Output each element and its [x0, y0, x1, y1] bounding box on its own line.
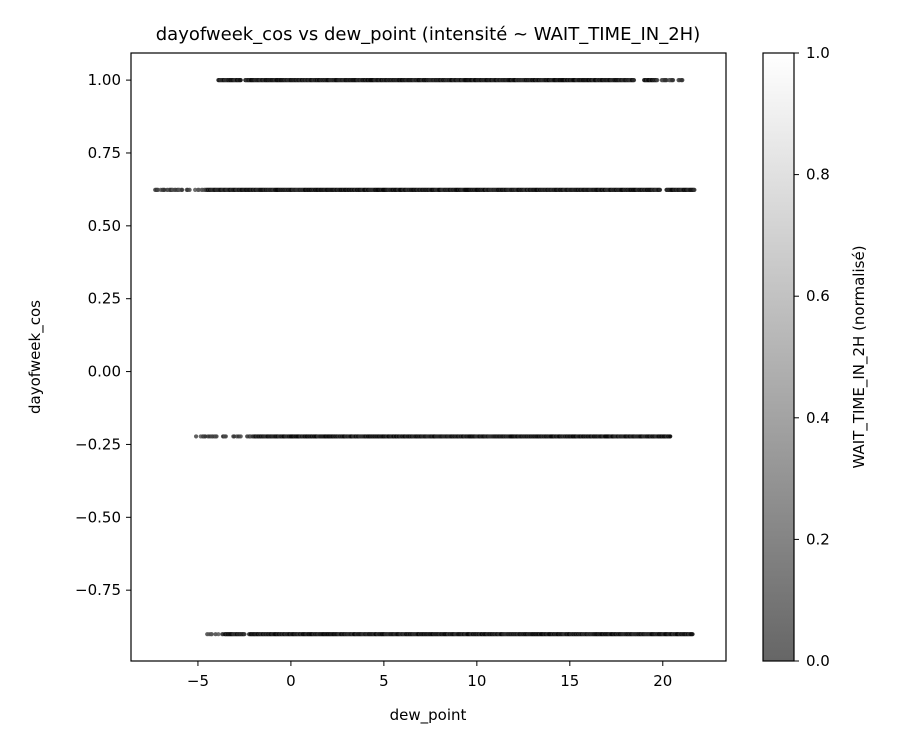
y-tick-label: 0.00: [88, 363, 121, 381]
y-tick-label: −0.25: [75, 435, 121, 453]
y-tick-label: −0.75: [75, 581, 121, 599]
y-tick-label: 0.25: [88, 290, 121, 308]
y-tick-label: −0.50: [75, 508, 121, 526]
scatter-point: [223, 434, 228, 439]
y-axis-label: dayofweek_cos: [26, 300, 45, 414]
scatter-point: [193, 434, 199, 439]
y-axis: 1.00 0.75 0.50 0.25 0.00 −0.25 −0.50 −0.75: [75, 71, 131, 599]
scatter-point: [655, 78, 660, 83]
scatter-point: [690, 632, 695, 637]
scatter-point: [209, 632, 214, 637]
x-axis: −5 0 5 10 15 20: [187, 661, 672, 690]
colorbar-tick-label: 1.0: [806, 44, 830, 62]
x-tick-label: 15: [560, 672, 579, 690]
y-tick-label: 1.00: [88, 71, 121, 89]
x-tick-label: −5: [187, 672, 209, 690]
scatter-point: [242, 632, 247, 637]
colorbar-tick-label: 0.2: [806, 530, 830, 548]
colorbar-tick-label: 0.8: [806, 166, 830, 184]
colorbar-tick-label: 0.4: [806, 409, 830, 427]
colorbar-tick-label: 0.6: [806, 287, 830, 305]
x-axis-label: dew_point: [390, 706, 467, 725]
colorbar-gradient: [762, 52, 795, 662]
scatter-point: [187, 187, 192, 192]
x-tick-label: 20: [653, 672, 672, 690]
colorbar-ticks: 0.0 0.2 0.4 0.6 0.8 1.0: [794, 44, 830, 670]
x-tick-label: 0: [286, 672, 296, 690]
scatter-point: [680, 78, 685, 83]
colorbar-tick-label: 0.0: [806, 652, 830, 670]
x-tick-label: 10: [467, 672, 486, 690]
scatter-point: [238, 434, 243, 439]
chart-title: dayofweek_cos vs dew_point (intensité ~ …: [156, 24, 700, 45]
colorbar-label: WAIT_TIME_IN_2H (normalisé): [850, 245, 869, 468]
scatter-point: [668, 434, 673, 439]
scatter-point: [657, 187, 663, 192]
scatter-point: [180, 187, 185, 192]
plot-frame: [130, 52, 727, 662]
scatter-point: [216, 632, 221, 637]
scatter-point: [238, 78, 243, 83]
scatter-point: [692, 187, 697, 192]
scatter-point: [670, 78, 676, 83]
y-tick-label: 0.50: [88, 217, 121, 235]
scatter-points: [153, 78, 697, 637]
y-tick-label: 0.75: [88, 144, 121, 162]
colorbar: 0.0 0.2 0.4 0.6 0.8 1.0 WAIT_TIME_IN_2H (norm…: [762, 44, 869, 670]
scatter-point: [214, 434, 219, 439]
x-tick-label: 5: [379, 672, 389, 690]
scatter-point: [631, 78, 637, 83]
